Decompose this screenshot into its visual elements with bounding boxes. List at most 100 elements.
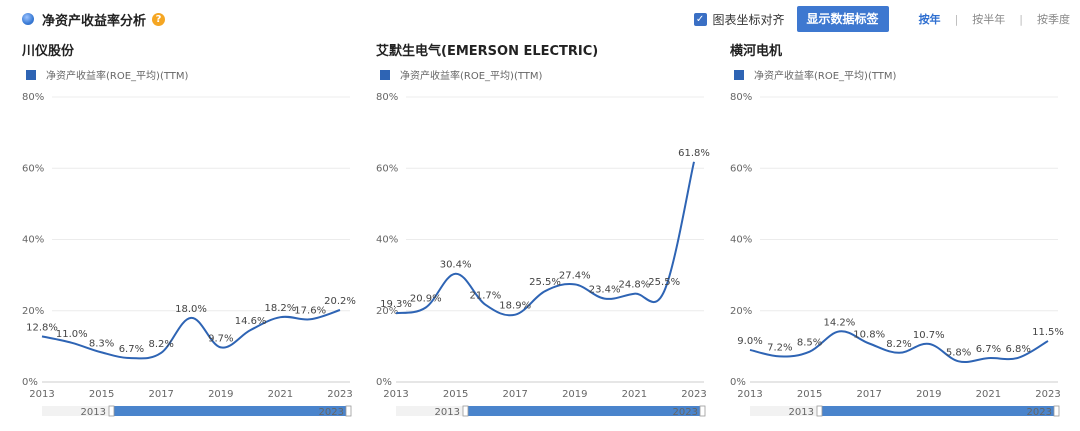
y-tick-label: 40% [730, 235, 752, 246]
x-tick-label: 2017 [502, 389, 527, 400]
help-icon[interactable]: ? [152, 12, 166, 26]
x-tick-label: 2023 [681, 389, 706, 400]
x-tick-label: 2019 [208, 389, 233, 400]
x-tick-label: 2021 [622, 389, 647, 400]
show-data-labels-button[interactable]: 显示数据标签 [796, 6, 889, 32]
slider-end-label: 2023 [1027, 407, 1052, 418]
data-label: 8.5% [797, 338, 822, 349]
section-title: 净资产收益率分析 [42, 13, 147, 29]
data-label: 8.2% [148, 339, 173, 350]
x-tick-label: 2017 [856, 389, 881, 400]
y-tick-label: 80% [730, 92, 752, 103]
legend-label: 净资产收益率(ROE_平均)(TTM) [46, 71, 189, 82]
chart-legend[interactable]: 净资产收益率(ROE_平均)(TTM) [380, 67, 542, 82]
data-label: 24.8% [619, 280, 651, 291]
range-slider-fill[interactable] [466, 406, 702, 416]
chart-legend[interactable]: 净资产收益率(ROE_平均)(TTM) [734, 67, 896, 82]
range-slider-end-handle[interactable] [699, 405, 706, 417]
chart-title: 横河电机 [730, 44, 783, 59]
y-tick-label: 80% [22, 92, 44, 103]
data-label: 6.7% [976, 344, 1001, 355]
data-label: 14.6% [235, 316, 267, 327]
data-label: 10.8% [853, 330, 885, 341]
x-tick-label: 2015 [797, 389, 822, 400]
period-tab-half-year[interactable]: 按半年 [972, 13, 1006, 26]
chart-title: 艾默生电气(EMERSON ELECTRIC) [376, 44, 599, 59]
range-slider-end-handle[interactable] [345, 405, 352, 417]
data-label: 61.8% [678, 148, 710, 159]
data-label: 21.7% [470, 291, 502, 302]
chart-legend[interactable]: 净资产收益率(ROE_平均)(TTM) [26, 67, 188, 82]
range-slider-start-handle[interactable] [108, 405, 115, 417]
period-tab-year[interactable]: 按年 [918, 13, 941, 26]
data-label: 25.5% [648, 277, 680, 288]
chart-panel-chuanyi: 川仪股份 净资产收益率(ROE_平均)(TTM) 0% 20% 40% 60% 80% 2… [22, 40, 362, 426]
period-separator: | [1019, 12, 1023, 26]
range-slider-fill[interactable] [820, 406, 1056, 416]
y-tick-label: 0% [22, 377, 38, 388]
section-dot-icon [22, 13, 34, 25]
period-separator: | [954, 12, 959, 26]
data-label: 6.8% [1005, 344, 1030, 355]
x-tick-label: 2023 [327, 389, 352, 400]
data-label: 18.9% [499, 301, 531, 312]
range-slider-end-handle[interactable] [1053, 405, 1060, 417]
range-slider-fill[interactable] [112, 406, 348, 416]
x-tick-label: 2013 [737, 389, 762, 400]
x-tick-label: 2019 [562, 389, 587, 400]
data-label: 20.2% [324, 296, 356, 307]
x-tick-label: 2021 [268, 389, 293, 400]
align-axes-label: 图表坐标对齐 [712, 12, 785, 27]
y-tick-label: 40% [22, 235, 44, 246]
data-label: 12.8% [26, 322, 58, 333]
legend-swatch-icon [734, 69, 744, 80]
data-label: 7.2% [767, 342, 792, 353]
period-tab-quarter[interactable]: 按季度 [1037, 13, 1070, 26]
chart-toolbar: ✓ 图表坐标对齐 显示数据标签 按年 | 按半年 | 按季度 [693, 6, 1070, 32]
x-tick-label: 2015 [89, 389, 114, 400]
data-label: 18.0% [175, 304, 207, 315]
slider-start-label: 2013 [435, 407, 460, 418]
series-line [41, 309, 341, 360]
y-tick-label: 0% [376, 377, 392, 388]
series-line [395, 161, 695, 317]
x-tick-label: 2019 [916, 389, 941, 400]
data-label: 11.0% [56, 329, 88, 340]
y-tick-label: 20% [730, 306, 752, 317]
y-tick-label: 20% [376, 306, 398, 317]
data-label: 11.5% [1032, 327, 1064, 338]
series-line [749, 330, 1049, 363]
data-label: 10.7% [913, 330, 945, 341]
data-label: 30.4% [440, 260, 472, 271]
range-slider-start-handle[interactable] [816, 405, 823, 417]
data-label: 17.6% [294, 305, 326, 316]
data-label: 14.2% [824, 317, 856, 328]
y-tick-label: 80% [376, 92, 398, 103]
slider-end-label: 2023 [673, 407, 698, 418]
chart-panel-yokogawa: 横河电机 净资产收益率(ROE_平均)(TTM) 0% 20% 40% 60% 80% 2… [730, 40, 1070, 426]
legend-label: 净资产收益率(ROE_平均)(TTM) [400, 71, 543, 82]
data-label: 20.9% [410, 294, 442, 305]
y-tick-label: 60% [730, 163, 752, 174]
data-label: 9.0% [737, 336, 762, 347]
align-axes-checkbox[interactable]: ✓ [693, 12, 707, 26]
data-label: 27.4% [559, 270, 591, 281]
x-tick-label: 2013 [383, 389, 408, 400]
data-label: 5.8% [946, 347, 971, 358]
slider-start-label: 2013 [789, 407, 814, 418]
chart-panel-emerson: 艾默生电气(EMERSON ELECTRIC) 净资产收益率(ROE_平均)(T… [376, 40, 716, 426]
x-tick-label: 2013 [29, 389, 54, 400]
roe-line-chart: 0% 20% 40% 60% 80% 2013 2015 2017 2019 2021 2023 9.… [730, 92, 1064, 418]
data-label: 9.7% [208, 333, 233, 344]
slider-end-label: 2023 [319, 407, 344, 418]
roe-line-chart: 0% 20% 40% 60% 80% 2013 2015 2017 2019 2021 2023 19… [376, 92, 710, 418]
slider-start-label: 2013 [81, 407, 106, 418]
y-tick-label: 60% [22, 163, 44, 174]
chart-title: 川仪股份 [22, 44, 75, 59]
section-header: 净资产收益率分析 ? [22, 8, 166, 30]
y-tick-label: 0% [730, 377, 746, 388]
range-slider-start-handle[interactable] [462, 405, 469, 417]
data-label: 8.3% [89, 338, 114, 349]
x-tick-label: 2015 [443, 389, 468, 400]
data-label: 18.2% [265, 303, 297, 314]
